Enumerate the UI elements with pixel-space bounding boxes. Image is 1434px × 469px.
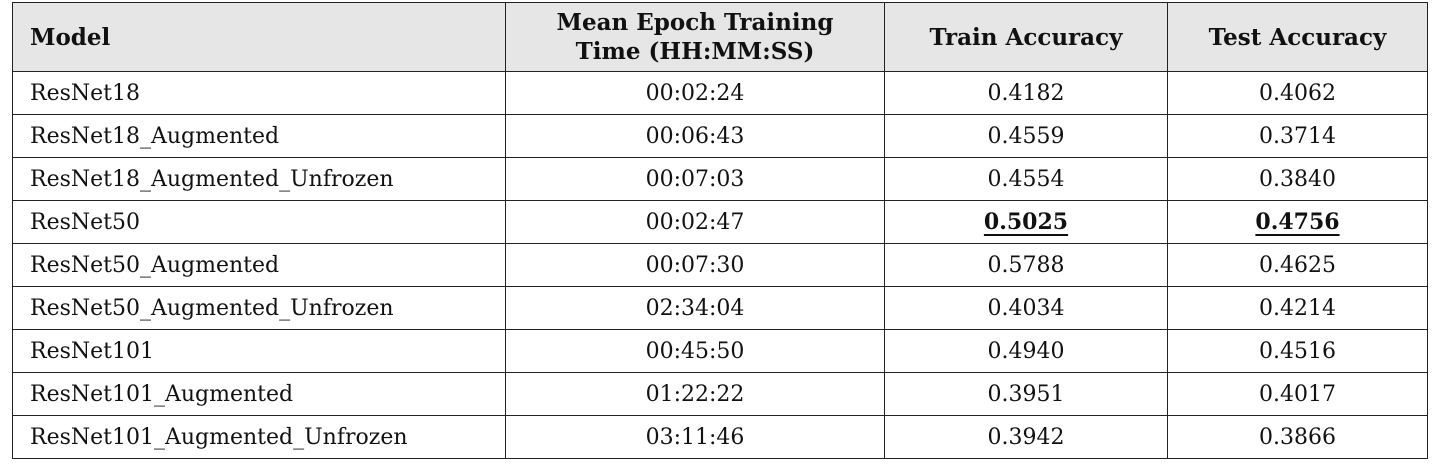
test-accuracy-cell: 0.4017 (1167, 372, 1428, 416)
model-cell: ResNet50_Augmented_Unfrozen (12, 286, 506, 330)
time-cell: 00:07:03 (505, 157, 885, 201)
test-accuracy-cell: 0.4062 (1167, 71, 1428, 115)
time-cell: 00:02:24 (505, 71, 885, 115)
train-accuracy-cell: 0.3942 (884, 415, 1168, 459)
time-cell: 01:22:22 (505, 372, 885, 416)
table-row: ResNet50_Augmented 00:07:30 0.5788 0.462… (12, 243, 1428, 287)
model-cell: ResNet101_Augmented_Unfrozen (12, 415, 506, 459)
model-cell: ResNet50 (12, 200, 506, 244)
test-accuracy-cell: 0.4214 (1167, 286, 1428, 330)
time-cell: 00:02:47 (505, 200, 885, 244)
model-cell: ResNet101_Augmented (12, 372, 506, 416)
time-cell: 00:06:43 (505, 114, 885, 158)
train-accuracy-cell: 0.3951 (884, 372, 1168, 416)
header-row: Model Mean Epoch Training Time (HH:MM:SS… (12, 2, 1428, 72)
test-accuracy-cell: 0.4756 (1167, 200, 1428, 244)
table-row: ResNet50_Augmented_Unfrozen 02:34:04 0.4… (12, 286, 1428, 330)
time-cell: 00:45:50 (505, 329, 885, 373)
table-row: ResNet101_Augmented 01:22:22 0.3951 0.40… (12, 372, 1428, 416)
table-row: ResNet101_Augmented_Unfrozen 03:11:46 0.… (12, 415, 1428, 459)
results-table-container: Model Mean Epoch Training Time (HH:MM:SS… (12, 2, 1428, 459)
best-train-accuracy: 0.5025 (983, 209, 1069, 235)
header-train-accuracy: Train Accuracy (884, 2, 1168, 72)
header-test-accuracy: Test Accuracy (1167, 2, 1428, 72)
test-accuracy-cell: 0.3714 (1167, 114, 1428, 158)
train-accuracy-cell: 0.5788 (884, 243, 1168, 287)
table-row: ResNet101 00:45:50 0.4940 0.4516 (12, 329, 1428, 373)
header-model: Model (12, 2, 506, 72)
test-accuracy-cell: 0.4625 (1167, 243, 1428, 287)
table-row: ResNet50 00:02:47 0.5025 0.4756 (12, 200, 1428, 244)
header-training-time-line2: Time (HH:MM:SS) (575, 38, 815, 65)
time-cell: 00:07:30 (505, 243, 885, 287)
model-cell: ResNet18_Augmented_Unfrozen (12, 157, 506, 201)
table-row: ResNet18 00:02:24 0.4182 0.4062 (12, 71, 1428, 115)
table-header: Model Mean Epoch Training Time (HH:MM:SS… (12, 2, 1428, 72)
results-table: Model Mean Epoch Training Time (HH:MM:SS… (12, 2, 1428, 459)
table-row: ResNet18_Augmented_Unfrozen 00:07:03 0.4… (12, 157, 1428, 201)
test-accuracy-cell: 0.3866 (1167, 415, 1428, 459)
table-row: ResNet18_Augmented 00:06:43 0.4559 0.371… (12, 114, 1428, 158)
test-accuracy-cell: 0.3840 (1167, 157, 1428, 201)
train-accuracy-cell: 0.5025 (884, 200, 1168, 244)
header-training-time: Mean Epoch Training Time (HH:MM:SS) (505, 2, 885, 72)
train-accuracy-cell: 0.4940 (884, 329, 1168, 373)
table-body: ResNet18 00:02:24 0.4182 0.4062 ResNet18… (12, 71, 1428, 459)
train-accuracy-cell: 0.4559 (884, 114, 1168, 158)
model-cell: ResNet18 (12, 71, 506, 115)
model-cell: ResNet101 (12, 329, 506, 373)
time-cell: 02:34:04 (505, 286, 885, 330)
model-cell: ResNet18_Augmented (12, 114, 506, 158)
train-accuracy-cell: 0.4182 (884, 71, 1168, 115)
header-training-time-line1: Mean Epoch Training (556, 9, 834, 36)
test-accuracy-cell: 0.4516 (1167, 329, 1428, 373)
train-accuracy-cell: 0.4554 (884, 157, 1168, 201)
best-test-accuracy: 0.4756 (1255, 209, 1340, 235)
model-cell: ResNet50_Augmented (12, 243, 506, 287)
train-accuracy-cell: 0.4034 (884, 286, 1168, 330)
time-cell: 03:11:46 (505, 415, 885, 459)
